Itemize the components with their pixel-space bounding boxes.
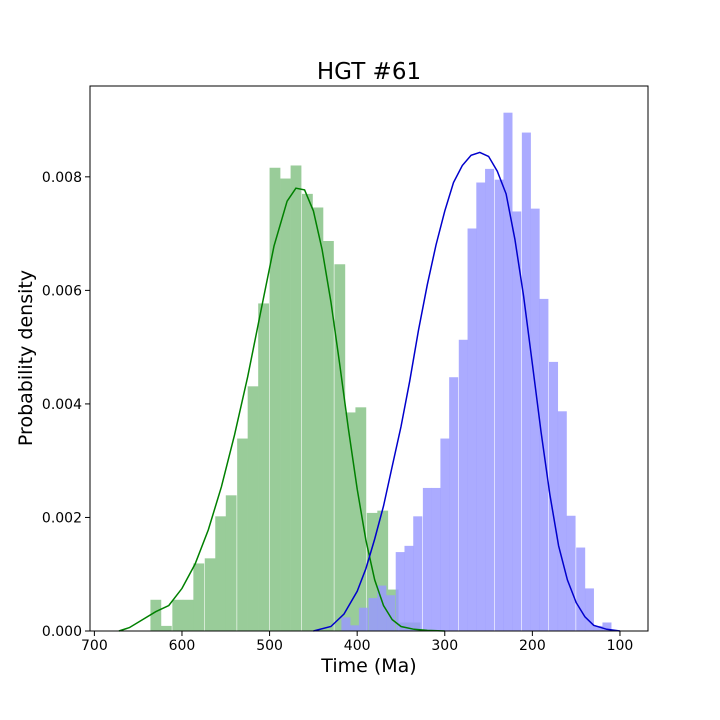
histogram-bar-s0-12 [280,178,291,632]
histogram-bar-s1-0 [341,617,351,631]
histogram-bar-s1-25 [566,515,576,631]
x-tick-label: 400 [344,638,371,654]
histogram-bar-s1-1 [350,625,360,631]
histogram-bar-s1-21 [530,208,540,631]
histogram-bar-s0-19 [355,407,367,631]
y-tick-label: 0.004 [42,397,82,413]
x-tick-label: 300 [431,638,458,654]
histogram-bar-s0-7 [225,495,237,631]
histogram-bar-s0-4 [193,563,205,631]
x-tick-label: 600 [169,638,196,654]
histogram-bar-s1-10 [431,487,441,631]
histogram-bar-s1-24 [557,411,567,631]
x-axis-ticks: 700 600 500 400 300 200 100 [81,631,633,654]
histogram-bar-s0-6 [215,516,227,631]
histogram-bar-s1-11 [440,438,450,631]
histogram-bar-s1-8 [413,516,423,631]
histogram-bar-s1-5 [386,595,396,631]
histogram-bar-s1-2 [358,607,368,631]
kde-curve-s0 [118,187,445,632]
histogram-bar-s1-19 [512,211,522,631]
histogram-bar-s0-5 [204,558,216,631]
chart-title: HGT #61 [317,59,421,85]
histogram-bar-s0-8 [237,438,248,631]
histogram-bar-s1-22 [539,298,549,631]
histogram-bar-s0-18 [344,412,356,631]
histogram-bar-s0-3 [182,599,194,631]
y-tick-label: 0.002 [42,510,82,526]
kde-curve-s1 [313,151,621,632]
y-tick-label: 0.000 [42,624,82,640]
x-tick-label: 100 [607,638,634,654]
x-tick-label: 700 [81,638,108,654]
histogram-bar-s0-0 [150,599,162,631]
histogram-bar-s0-13 [290,165,302,631]
histogram-bars [150,112,612,632]
histogram-bar-s1-9 [422,487,432,631]
histogram-bar-s1-14 [467,228,477,631]
y-axis-ticks: 0.000 0.002 0.004 0.006 0.008 [42,170,90,640]
histogram-bar-s1-6 [395,552,405,631]
histogram-bar-s1-20 [521,132,531,632]
histogram-bar-s1-15 [476,182,486,631]
histogram-bar-s0-14 [301,193,313,632]
histogram-bar-s0-11 [269,167,281,631]
histogram-bar-s1-13 [458,339,468,631]
histogram-bar-s1-26 [576,547,586,631]
histogram-bar-s0-16 [323,240,334,631]
histogram-bar-s0-15 [312,207,324,632]
histogram-bar-s1-29 [602,622,612,631]
y-axis-label: Probability density [15,270,37,446]
histogram-bar-s1-4 [377,585,387,631]
histogram-bar-s1-16 [485,168,495,631]
histogram-bar-s1-18 [503,112,513,631]
histogram-bar-s1-12 [449,377,459,631]
histogram-bar-s0-21 [377,510,389,631]
plot-area: 700 600 500 400 300 200 100 0.0000.0020.0040.0… [42,85,649,654]
histogram-bar-s0-10 [258,303,269,631]
x-axis-label: Time (Ma) [320,655,416,677]
histogram-bar-s0-17 [334,264,346,631]
histogram-bar-s1-17 [494,179,504,631]
histogram-bar-s0-9 [247,386,259,631]
axes-frame [89,85,649,632]
histogram-bar-s1-28 [593,625,603,631]
y-tick-label: 0.008 [42,170,82,186]
histogram-bar-s1-27 [584,588,594,631]
histogram-bar-s0-2 [172,599,184,631]
histogram-bar-s0-1 [160,625,172,631]
histogram-bar-s1-7 [404,545,414,631]
x-tick-label: 200 [519,638,546,654]
kde-curves [118,151,621,632]
y-tick-label: 0.006 [42,283,82,299]
x-tick-label: 500 [256,638,283,654]
histogram-bar-s1-3 [368,598,378,631]
histogram-bar-s1-23 [549,361,559,631]
